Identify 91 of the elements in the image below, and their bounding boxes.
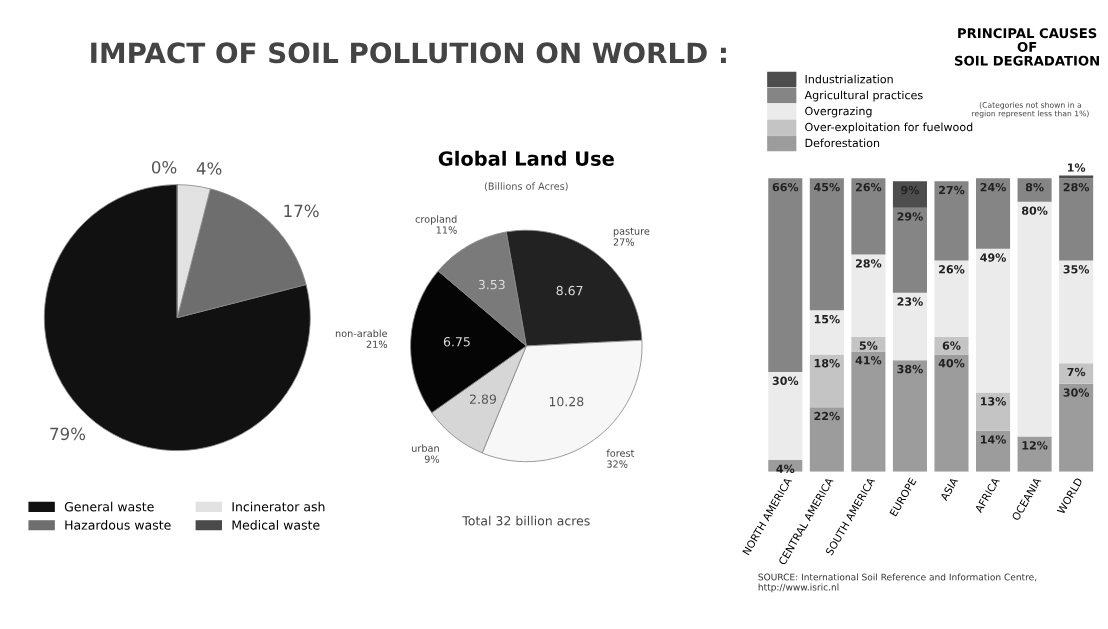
data-label: 45% bbox=[814, 182, 840, 192]
data-label: 41% bbox=[855, 356, 882, 365]
data-label: 11% bbox=[436, 226, 457, 234]
bar bbox=[934, 181, 969, 261]
bar bbox=[976, 392, 1011, 431]
data-label: 30% bbox=[1063, 388, 1090, 397]
data-label: 24% bbox=[980, 182, 1006, 192]
text: 6.75 bbox=[443, 336, 470, 347]
legend-label: Medical waste bbox=[232, 520, 320, 530]
data-label: 35% bbox=[1063, 265, 1090, 274]
data-label: 26% bbox=[855, 182, 882, 192]
bar bbox=[809, 310, 844, 355]
chart-title: Global Land Use bbox=[438, 150, 614, 166]
bar bbox=[976, 430, 1011, 472]
bar bbox=[851, 178, 886, 255]
legend-label: Incinerator ash bbox=[232, 501, 325, 512]
data-label: 5% bbox=[859, 341, 878, 350]
slice-label: forest bbox=[606, 449, 635, 457]
data-label: 18% bbox=[814, 358, 840, 368]
text: 0% bbox=[151, 160, 177, 174]
data-label: 13% bbox=[981, 397, 1006, 406]
data-label: 15% bbox=[814, 314, 840, 324]
data-label: 1% bbox=[1067, 163, 1086, 172]
data-label: 27% bbox=[613, 238, 635, 246]
data-label: 23% bbox=[897, 297, 923, 306]
data-label: 49% bbox=[980, 253, 1006, 262]
text: 2.89 bbox=[469, 394, 497, 404]
bar bbox=[892, 360, 927, 472]
legend-label: Over-exploitation for fuelwood bbox=[805, 122, 973, 134]
bar bbox=[1017, 178, 1052, 202]
bar bbox=[809, 354, 844, 408]
bar bbox=[976, 248, 1011, 393]
slice-label: cropland bbox=[415, 215, 457, 225]
data-label: 17% bbox=[284, 204, 319, 218]
data-label: 38% bbox=[897, 364, 923, 374]
legend-label: Agricultural practices bbox=[804, 90, 923, 102]
bar bbox=[809, 407, 844, 472]
data-label: 14% bbox=[981, 435, 1006, 444]
bar bbox=[768, 178, 803, 372]
data-label: 40% bbox=[938, 358, 965, 368]
bar bbox=[851, 254, 886, 337]
bar bbox=[892, 207, 927, 293]
data-label: 26% bbox=[939, 265, 965, 274]
text: 8.67 bbox=[556, 285, 583, 296]
legend-label: General waste bbox=[64, 501, 154, 512]
data-label: 27% bbox=[939, 185, 965, 195]
bar bbox=[976, 178, 1011, 249]
legend-label: Hazardous waste bbox=[65, 520, 171, 530]
text: Total 32 billion acres bbox=[462, 515, 590, 526]
data-label: 21% bbox=[366, 340, 388, 348]
legend-label: Deforestation bbox=[805, 138, 880, 148]
bar bbox=[1059, 175, 1094, 179]
data-label: 4% bbox=[776, 464, 795, 474]
data-label: 7% bbox=[1067, 367, 1086, 377]
chart-subtitle: (Billions of Acres) bbox=[484, 182, 568, 191]
slice-label: urban bbox=[412, 444, 439, 452]
data-label: 4% bbox=[196, 162, 222, 175]
data-label: 79% bbox=[50, 427, 86, 441]
data-label: 8% bbox=[1025, 182, 1044, 192]
chart-title: PRINCIPAL CAUSES OF SOIL DEGRADATION bbox=[955, 28, 1099, 66]
source-note: SOURCE: International Soil Reference and Information Centre, http://www.isric.nl bbox=[758, 573, 1037, 593]
text: 3.53 bbox=[478, 279, 505, 290]
bar bbox=[1059, 178, 1094, 261]
bar bbox=[934, 354, 969, 472]
bar bbox=[934, 260, 969, 337]
bar bbox=[809, 178, 844, 311]
data-label: 80% bbox=[1021, 206, 1048, 215]
data-label: 9% bbox=[424, 455, 440, 463]
data-label: 66% bbox=[772, 182, 799, 192]
bar bbox=[1059, 363, 1094, 384]
data-label: 22% bbox=[814, 411, 840, 421]
data-label: 28% bbox=[855, 259, 882, 268]
bar bbox=[851, 351, 886, 472]
data-label: 28% bbox=[1063, 182, 1090, 192]
data-label: 32% bbox=[607, 460, 628, 468]
bar bbox=[1017, 201, 1052, 437]
slice-label: pasture bbox=[613, 227, 650, 237]
data-label: 12% bbox=[1022, 441, 1048, 450]
data-label: 30% bbox=[772, 376, 799, 385]
data-label: 6% bbox=[942, 341, 961, 350]
slice-label: non-arable bbox=[335, 329, 388, 338]
bar bbox=[892, 292, 927, 361]
text: 10.28 bbox=[549, 396, 584, 407]
bar bbox=[892, 181, 927, 208]
legend-label: Industrialization bbox=[805, 74, 893, 84]
bar bbox=[768, 371, 803, 461]
data-label: 29% bbox=[897, 212, 923, 221]
bar bbox=[1059, 383, 1094, 472]
legend-label: Overgrazing bbox=[805, 106, 872, 118]
bar bbox=[1059, 260, 1094, 364]
text: IMPACT OF SOIL POLLUTION ON WORLD : bbox=[91, 42, 726, 64]
